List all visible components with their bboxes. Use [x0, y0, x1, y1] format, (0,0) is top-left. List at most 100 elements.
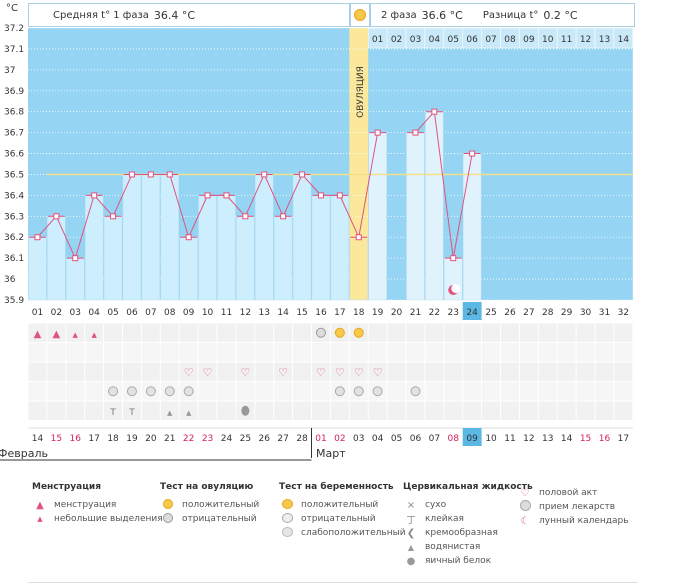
symptom-cell [576, 401, 595, 420]
cycle-day-label: 20 [391, 308, 403, 318]
temperature-line-segment [112, 174, 133, 217]
bbt-chart: ОВУЛЯЦИЯ 01 02 03 04 05 06 07 08 09 10 11 12 13 14 35.9… [0, 3, 634, 461]
temperature-point [53, 213, 60, 220]
cycle-day-label: 29 [561, 308, 573, 318]
symptom-cell [47, 401, 66, 420]
symptom-cell [425, 382, 444, 401]
moon-icon-mask [451, 284, 461, 293]
legend-item: клейкая [425, 514, 464, 524]
heart-mark: ♡ [373, 366, 383, 379]
legend-menstruation-title: Менструация [32, 482, 101, 492]
date-label: 13 [542, 434, 553, 444]
phase2-day-label: 01 [372, 35, 383, 45]
cycle-day-label: 18 [353, 308, 365, 318]
y-tick-label: 35.9 [4, 296, 24, 306]
date-label: 16 [599, 434, 611, 444]
symptom-cell [198, 382, 217, 401]
symptom-cell [160, 323, 179, 342]
moon-icon: ☾ [520, 515, 530, 527]
date-label: 12 [523, 434, 534, 444]
date-label: 17 [88, 434, 99, 444]
legend-cervical-title: Цервикальная жидкость [403, 482, 533, 492]
date-label: 04 [372, 434, 384, 444]
cycle-day-label: 30 [580, 308, 592, 318]
symptom-cell [614, 323, 633, 342]
symptom-cell [104, 343, 122, 362]
symptom-cell [614, 343, 633, 362]
heart-mark: ♡ [278, 366, 288, 379]
symptom-cell [123, 362, 141, 381]
symptom-cell [444, 323, 463, 342]
symptom-cell [274, 323, 293, 342]
legend-item: лунный календарь [539, 516, 629, 526]
symptom-cell [519, 323, 538, 342]
symptom-cell [255, 382, 274, 401]
month-mar: Март [316, 447, 346, 460]
temperature-line-segment [415, 111, 435, 133]
y-unit-label: °C [6, 3, 18, 14]
cycle-day-label: 16 [315, 308, 327, 318]
temperature-point [34, 234, 41, 241]
phase2-day-label: 02 [391, 35, 402, 45]
phase2-day-label: 14 [618, 35, 630, 45]
cycle-day-label: 01 [32, 308, 43, 318]
date-label: 11 [504, 434, 515, 444]
symptom-cell [595, 401, 614, 420]
phase2-day-label: 03 [410, 35, 421, 45]
symptom-cell [66, 343, 85, 362]
symptom-cell [557, 343, 576, 362]
cycle-day-label: 04 [88, 308, 100, 318]
symptom-cell [28, 362, 47, 381]
legend-item: положительный [301, 500, 379, 510]
y-tick-label: 37 [4, 66, 15, 76]
symptom-cell [293, 401, 311, 420]
cycle-day-label: 21 [410, 308, 421, 318]
cycle-day-label: 13 [259, 308, 270, 318]
temperature-point [280, 213, 287, 220]
ovulation-band [349, 28, 369, 300]
ovulation-negative-icon [160, 512, 176, 526]
legend-item: прием лекарств [539, 502, 616, 512]
heart-icon: ♡ [520, 487, 530, 499]
symptom-cell [463, 362, 482, 381]
phase2-day-label: 04 [429, 35, 441, 45]
temperature-point [431, 108, 438, 115]
cycle-day-label: 15 [296, 308, 307, 318]
temperature-point [242, 213, 249, 220]
symptom-cell [519, 382, 538, 401]
cycle-day-label: 28 [542, 308, 554, 318]
temperature-bar [406, 132, 425, 301]
y-tick-label: 36.2 [4, 233, 24, 243]
symptom-cell [595, 382, 614, 401]
symptom-cell [255, 323, 274, 342]
phase1-header: Средняя t° 1 фаза 36.4 °C [28, 3, 350, 27]
legend-item: отрицательный [301, 514, 376, 524]
y-tick-label: 36.6 [4, 150, 24, 160]
heart-mark: ♡ [354, 366, 364, 379]
heart-mark: ♡ [335, 366, 345, 379]
date-label: 15 [51, 434, 62, 444]
symptom-cell [519, 343, 538, 362]
symptom-cell [179, 362, 198, 381]
legend-item: отрицательный [182, 514, 257, 524]
symptom-cell [538, 343, 557, 362]
symptom-cell [141, 343, 160, 362]
symptom-cell [274, 382, 293, 401]
symptom-cell [595, 362, 614, 381]
date-label: 10 [485, 434, 497, 444]
symptom-cell [123, 323, 141, 342]
symptom-cell [293, 382, 311, 401]
legend-pregnancy-test: Тест на беременность положительный отриц… [279, 482, 406, 540]
symptom-cell [482, 362, 500, 381]
heart-mark: ♡ [184, 366, 194, 379]
symptom-cell [425, 343, 444, 362]
symptom-cell [179, 401, 198, 420]
symptom-cell [406, 362, 425, 381]
date-label: 27 [277, 434, 288, 444]
temperature-point [299, 171, 306, 178]
ovulation-header [350, 3, 370, 27]
symptom-cell [160, 343, 179, 362]
symptom-cell [368, 343, 387, 362]
legend-menstruation: Менструация ▲ менструация ▲ небольшие выде… [32, 482, 163, 526]
cycle-day-label: 06 [126, 308, 138, 318]
